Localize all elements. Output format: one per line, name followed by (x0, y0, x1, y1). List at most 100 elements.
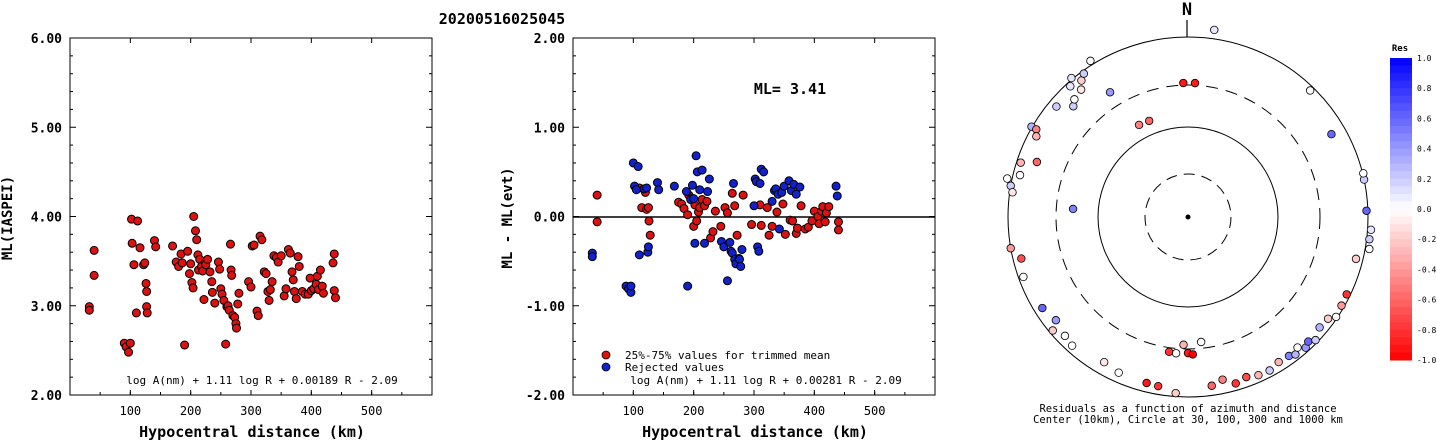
station-residual-point (1032, 157, 1042, 167)
colorbar-cell (1390, 65, 1412, 74)
station-residual-point (1144, 116, 1154, 126)
data-point (184, 269, 194, 279)
station-residual-point (1052, 102, 1061, 111)
data-point (89, 245, 99, 255)
data-point (233, 299, 243, 309)
station-residual-point (1265, 366, 1274, 375)
data-point (749, 201, 759, 211)
data-point (215, 264, 225, 274)
data-point (654, 185, 664, 195)
data-point (683, 281, 693, 291)
data-point (142, 308, 152, 318)
colorbar-cell (1390, 239, 1412, 248)
x-tick-label: 300 (240, 404, 262, 418)
data-point (735, 254, 745, 264)
data-point (221, 339, 231, 349)
station-residual-point (1015, 170, 1025, 180)
formula-label: log A(nm) + 1.11 log R + 0.00189 R - 2.0… (126, 374, 398, 387)
station-residual-point (1218, 375, 1227, 384)
colorbar-cell (1390, 307, 1412, 316)
station-residual-point (1070, 95, 1079, 104)
data-point (142, 286, 152, 296)
data-point (199, 295, 209, 305)
colorbar-cell (1390, 58, 1412, 67)
data-point (728, 178, 738, 188)
center-point (1185, 214, 1191, 220)
colorbar-tick-label: 1.0 (1417, 54, 1432, 63)
colorbar-tick-label: -0.6 (1417, 296, 1436, 305)
legend-marker-rejected (601, 362, 611, 372)
legend-label-trimmed: 25%-75% values for trimmed mean (625, 349, 830, 362)
colorbar-tick-label: 0.6 (1417, 114, 1432, 123)
station-residual-point (1190, 78, 1200, 88)
data-point (738, 190, 748, 200)
data-point (764, 230, 774, 240)
data-point (669, 181, 679, 191)
data-point (683, 210, 693, 220)
station-residual-point (1038, 303, 1047, 313)
station-residual-point (1008, 188, 1017, 197)
north-label: N (1182, 0, 1192, 20)
data-point (722, 276, 732, 286)
data-point (249, 240, 259, 250)
colorbar-tick-label: -0.2 (1417, 235, 1436, 244)
station-residual-point (1069, 102, 1078, 111)
ring-30km (1144, 173, 1232, 261)
station-residual-point (1231, 379, 1240, 388)
colorbar-tick-label: -0.4 (1417, 265, 1436, 274)
colorbar-cell (1390, 269, 1412, 278)
legend-label-rejected: Rejected values (625, 361, 724, 374)
data-point (207, 287, 217, 297)
station-residual-point (1342, 290, 1351, 299)
data-point (330, 293, 340, 303)
colorbar-cell (1390, 80, 1412, 89)
colorbar-cell (1390, 292, 1412, 301)
data-point (762, 203, 772, 213)
data-point (186, 259, 196, 269)
formula-label: log A(nm) + 1.11 log R + 0.00281 R - 2.0… (630, 374, 902, 387)
colorbar-cell (1390, 118, 1412, 127)
station-residual-point (1142, 378, 1151, 388)
data-point (719, 242, 729, 252)
data-point (281, 284, 291, 294)
station-residual-point (1293, 343, 1302, 352)
station-residual-point (1032, 125, 1041, 134)
station-residual-point (1048, 326, 1057, 335)
data-point (703, 187, 713, 197)
station-residual-point (1153, 381, 1163, 391)
station-residual-point (1105, 88, 1115, 97)
data-point (131, 308, 141, 318)
data-point (234, 288, 244, 298)
station-residual-point (1323, 314, 1333, 323)
station-residual-point (1164, 347, 1174, 356)
station-residual-point (1003, 174, 1012, 183)
data-point (755, 178, 765, 188)
data-point (681, 187, 691, 197)
y-tick-label: 3.00 (31, 300, 62, 315)
data-point (695, 185, 705, 195)
colorbar-cell (1390, 276, 1412, 285)
colorbar-cell (1390, 73, 1412, 82)
station-residual-point (1291, 350, 1300, 359)
station-residual-point (1017, 254, 1026, 263)
ml-annotation: ML= 3.41 (754, 80, 826, 98)
data-point (692, 216, 702, 226)
data-point (129, 260, 139, 270)
colorbar-cell (1390, 337, 1412, 346)
station-residual-point (1114, 368, 1123, 377)
data-point (767, 196, 777, 206)
colorbar-cell (1390, 110, 1412, 119)
data-point (710, 206, 720, 216)
station-residual-point (1188, 350, 1197, 359)
data-point (832, 191, 842, 201)
data-point (652, 178, 662, 188)
data-point (788, 216, 798, 226)
data-point (592, 217, 602, 227)
y-tick-label: -1.00 (526, 300, 565, 315)
data-point (168, 241, 178, 251)
data-point (587, 252, 597, 262)
data-point (288, 275, 298, 285)
y-axis-label: ML - ML(evt) (500, 167, 516, 268)
ml-residual-vs-distance-chart: 100 200 300 400 500 -2.00 -1.00 0.00 1.00 2.00 ML… (500, 32, 936, 441)
data-point (177, 258, 187, 268)
